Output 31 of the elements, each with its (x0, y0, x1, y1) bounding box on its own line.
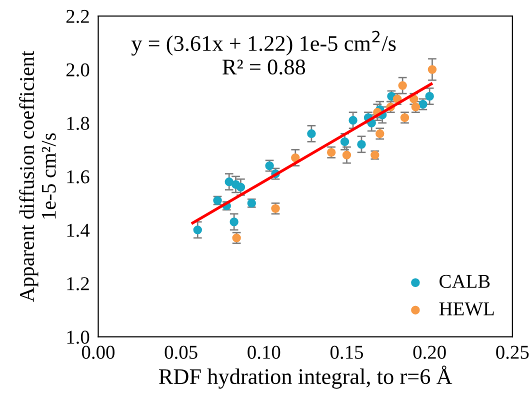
y-tick-label: 2.2 (66, 10, 89, 24)
point (193, 226, 202, 234)
point (236, 182, 246, 192)
y-tick-label: 1.6 (67, 170, 90, 184)
x-tick-label: 0.15 (330, 346, 363, 359)
y-tick-label: 1.2 (67, 277, 89, 290)
x-tick-label: 0.10 (248, 346, 280, 359)
x-tick-label: 0.00 (82, 346, 115, 359)
point (291, 153, 300, 162)
x-axis-title: RDF hydration integral, to r=6 Å (158, 366, 452, 389)
point (224, 177, 234, 186)
point (357, 140, 366, 149)
y-tick-label: 1.8 (67, 116, 90, 130)
point (398, 81, 407, 90)
point (307, 129, 316, 138)
x-tick-label: 0.25 (496, 346, 529, 359)
annotation: R² = 0.88 (222, 60, 306, 75)
point (340, 137, 350, 146)
legend-label: CALB (440, 274, 490, 288)
y-tick-label: 1.4 (67, 224, 90, 237)
point (230, 218, 238, 226)
y-axis-title: Apparent diffusion coefficient 1e-5 cm²/s (19, 50, 56, 302)
legend-label: HEWL (439, 302, 494, 316)
point (425, 92, 434, 101)
x-tick-label: 0.20 (413, 346, 446, 359)
point (428, 65, 437, 74)
y-tick-label: 1.0 (67, 330, 90, 344)
point (348, 116, 358, 125)
x-tick-label: 0.05 (164, 346, 198, 359)
y-tick-label: 2.0 (66, 63, 90, 77)
annotation: y = (3.61x + 1.22) 1e-5 cm$^{2}$/s (131, 30, 396, 56)
